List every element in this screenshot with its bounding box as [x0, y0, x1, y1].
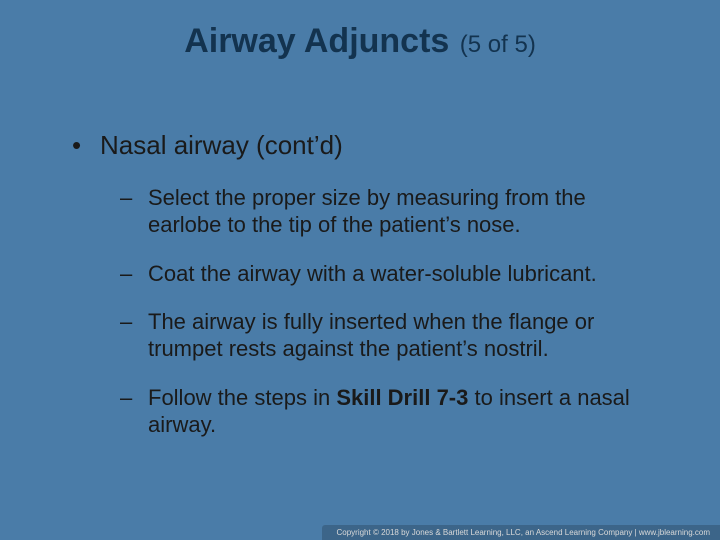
subbullet-list: – Select the proper size by measuring fr… — [120, 185, 660, 439]
bullet-level-1: • Nasal airway (cont’d) — [72, 130, 660, 161]
slide-body: • Nasal airway (cont’d) – Select the pro… — [72, 130, 660, 461]
subbullet-item: – Coat the airway with a water-soluble l… — [120, 261, 660, 288]
subbullet-item: – Select the proper size by measuring fr… — [120, 185, 660, 239]
slide-title: Airway Adjuncts — [184, 22, 449, 60]
subbullet-text: Coat the airway with a water-soluble lub… — [148, 261, 597, 288]
subbullet-item: – The airway is fully inserted when the … — [120, 309, 660, 363]
slide: Airway Adjuncts (5 of 5) • Nasal airway … — [0, 0, 720, 540]
subbullet-marker: – — [120, 185, 148, 211]
subbullet-marker: – — [120, 261, 148, 287]
slide-title-counter: (5 of 5) — [460, 31, 536, 58]
bullet-text: Nasal airway (cont’d) — [100, 130, 343, 161]
subbullet-prefix: Follow the steps in — [148, 385, 336, 410]
subbullet-text: The airway is fully inserted when the fl… — [148, 309, 660, 363]
copyright-footer: Copyright © 2018 by Jones & Bartlett Lea… — [322, 525, 720, 540]
subbullet-marker: – — [120, 385, 148, 411]
subbullet-bold: Skill Drill 7-3 — [336, 385, 468, 410]
subbullet-text: Follow the steps in Skill Drill 7-3 to i… — [148, 385, 660, 439]
subbullet-item: – Follow the steps in Skill Drill 7-3 to… — [120, 385, 660, 439]
subbullet-text: Select the proper size by measuring from… — [148, 185, 660, 239]
bullet-marker: • — [72, 130, 100, 161]
slide-title-wrap: Airway Adjuncts (5 of 5) — [0, 22, 720, 61]
subbullet-marker: – — [120, 309, 148, 335]
